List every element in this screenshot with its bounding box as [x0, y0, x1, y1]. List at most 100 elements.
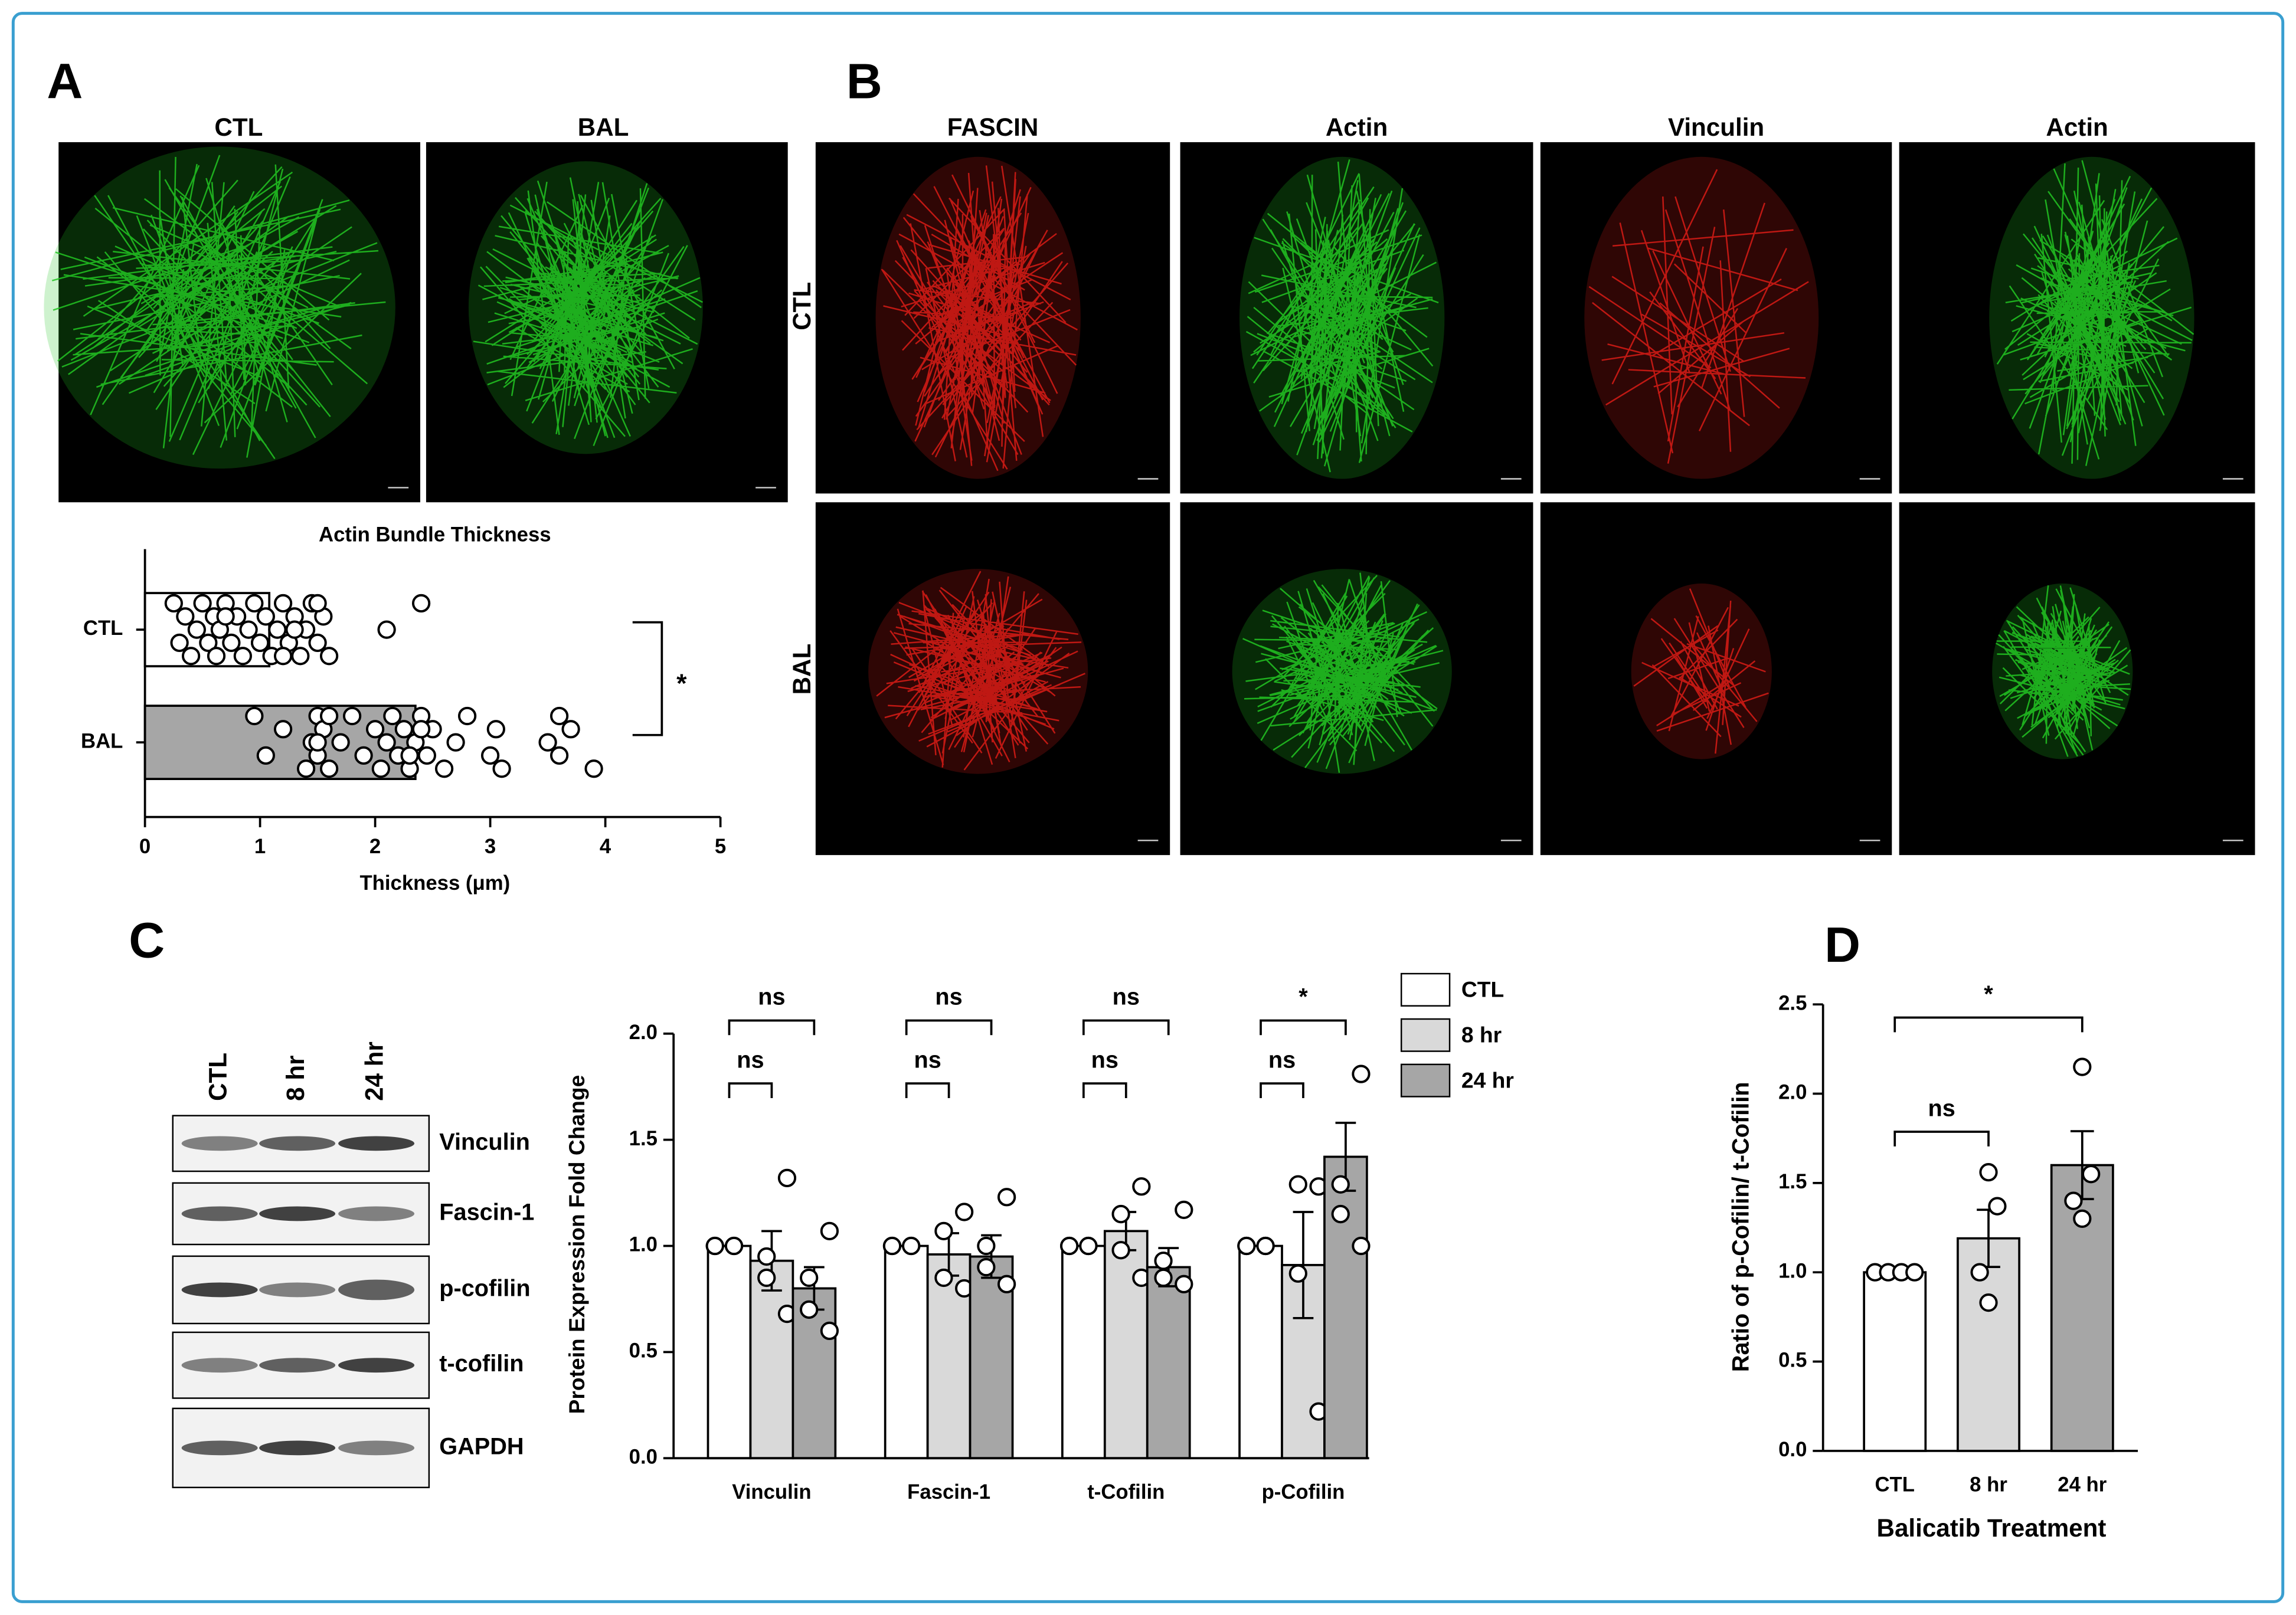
x-tick-label: CTL [1875, 1474, 1915, 1496]
data-point [1979, 1163, 1998, 1182]
data-point [1237, 1236, 1256, 1256]
data-point [1154, 1252, 1173, 1270]
y-tick-label: CTL [83, 617, 123, 640]
bar [1146, 1266, 1191, 1460]
data-point [2073, 1057, 2092, 1076]
significance-bracket [1082, 1082, 1127, 1098]
significance-bracket [632, 621, 663, 736]
image-column-label: FASCIN [947, 113, 1039, 141]
significance-bracket [905, 1082, 950, 1098]
x-tick-label: 24 hr [2058, 1474, 2107, 1496]
data-point [1352, 1064, 1371, 1083]
protein-label: Fascin-1 [439, 1199, 534, 1225]
data-point [2073, 1209, 2092, 1229]
data-point [550, 746, 569, 765]
image-column-label: Actin [1326, 113, 1388, 141]
data-point [273, 720, 293, 739]
data-point [273, 594, 293, 613]
blot-band [259, 1206, 336, 1221]
blot-band [338, 1358, 415, 1373]
y-tick-label: 1.5 [629, 1128, 658, 1150]
x-tick-label: Vinculin [732, 1481, 811, 1503]
x-tick-label: 3 [485, 836, 496, 858]
fibers [1996, 160, 2194, 466]
y-tick-label: 1.0 [1778, 1260, 1807, 1282]
data-point [394, 720, 413, 739]
x-tick-label: 0 [139, 836, 151, 858]
legend-swatch [1400, 1063, 1451, 1098]
data-point [1988, 1197, 2007, 1216]
data-point [800, 1300, 819, 1319]
data-point [757, 1268, 776, 1288]
x-tick-label: 1 [254, 836, 266, 858]
significance-label: * [1984, 981, 1993, 1007]
data-point [446, 733, 465, 752]
legend-swatch [1400, 972, 1451, 1007]
data-point [538, 733, 557, 752]
data-point [256, 607, 275, 626]
bar [1238, 1244, 1283, 1460]
significance-bracket [1893, 1016, 2084, 1033]
data-point [319, 759, 339, 778]
bar [2050, 1164, 2114, 1452]
data-point [268, 620, 287, 639]
blot-band [181, 1440, 258, 1456]
blot-band [181, 1358, 258, 1373]
panel-label: B [846, 53, 882, 109]
data-point [584, 759, 603, 778]
protein-label: GAPDH [439, 1433, 524, 1459]
significance-bracket [1893, 1131, 1990, 1146]
data-point [1175, 1275, 1193, 1293]
data-point [820, 1221, 839, 1240]
significance-bracket [1260, 1082, 1304, 1098]
data-point [882, 1236, 902, 1256]
data-point [1352, 1236, 1371, 1256]
legend-label: 8 hr [1461, 1023, 1502, 1047]
protein-label: Vinculin [439, 1129, 530, 1155]
significance-bracket [1260, 1019, 1347, 1036]
data-point [164, 594, 183, 613]
data-point [934, 1221, 953, 1240]
image-row-label: BAL [788, 644, 816, 695]
data-point [480, 746, 500, 765]
fibers [1588, 169, 1809, 464]
bar [707, 1244, 752, 1460]
data-point [902, 1236, 921, 1256]
data-point [457, 706, 477, 726]
data-point [417, 746, 436, 765]
y-tick-label: 0.0 [1778, 1439, 1807, 1461]
data-point [308, 733, 327, 752]
data-point [977, 1236, 996, 1256]
lane-label: 24 hr [361, 1041, 388, 1101]
data-point [2082, 1165, 2101, 1184]
data-point [486, 720, 505, 739]
y-tick-label: 2.5 [1778, 992, 1807, 1014]
y-tick-label: 2.0 [1778, 1082, 1807, 1104]
blot-band [259, 1358, 336, 1373]
legend-label: CTL [1461, 977, 1504, 1002]
data-point [1060, 1236, 1079, 1256]
data-point [997, 1275, 1016, 1293]
data-point [331, 733, 350, 752]
micrograph [1540, 502, 1892, 856]
data-point [250, 633, 270, 653]
lane-label: CTL [204, 1053, 231, 1101]
data-point [1979, 1293, 1998, 1312]
image-column-label: BAL [578, 113, 629, 141]
blot-band [338, 1279, 415, 1300]
chart-title: Actin Bundle Thickness [319, 523, 551, 546]
data-point [377, 620, 396, 639]
bar [1061, 1244, 1106, 1460]
x-tick-label: Fascin-1 [907, 1481, 990, 1503]
blot-band [338, 1136, 415, 1151]
significance-bracket [1082, 1019, 1170, 1036]
data-point [1288, 1264, 1307, 1283]
panel-label: D [1824, 917, 1860, 972]
data-point [1111, 1204, 1130, 1224]
data-point [308, 633, 327, 653]
micrograph [1180, 142, 1533, 494]
data-point [820, 1321, 839, 1341]
y-tick-label: 1.0 [629, 1234, 658, 1256]
x-tick-label: p-Cofilin [1262, 1481, 1345, 1503]
data-point [181, 647, 201, 666]
